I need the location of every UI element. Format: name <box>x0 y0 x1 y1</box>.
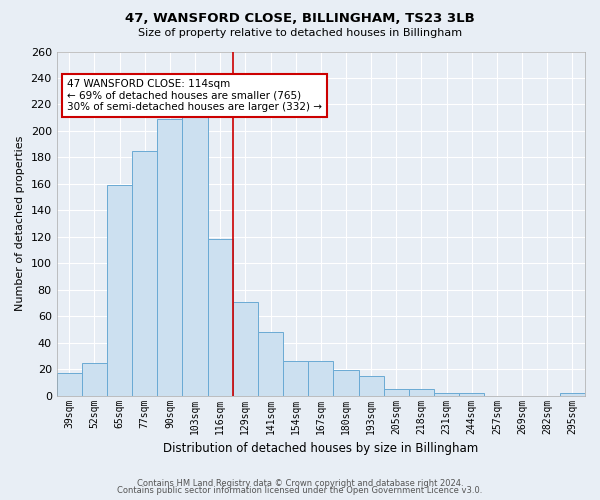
Bar <box>409 389 434 396</box>
Text: Size of property relative to detached houses in Billingham: Size of property relative to detached ho… <box>138 28 462 38</box>
Bar <box>56 373 82 396</box>
Bar <box>157 119 182 396</box>
Text: Contains HM Land Registry data © Crown copyright and database right 2024.: Contains HM Land Registry data © Crown c… <box>137 478 463 488</box>
Bar <box>132 151 157 396</box>
Bar <box>334 370 359 396</box>
Bar <box>233 302 258 396</box>
Bar <box>434 393 459 396</box>
Bar <box>182 111 208 396</box>
Bar <box>308 361 334 396</box>
Text: Contains public sector information licensed under the Open Government Licence v3: Contains public sector information licen… <box>118 486 482 495</box>
Text: 47, WANSFORD CLOSE, BILLINGHAM, TS23 3LB: 47, WANSFORD CLOSE, BILLINGHAM, TS23 3LB <box>125 12 475 26</box>
Bar <box>283 361 308 396</box>
Bar <box>107 185 132 396</box>
Bar <box>359 376 384 396</box>
Text: 47 WANSFORD CLOSE: 114sqm
← 69% of detached houses are smaller (765)
30% of semi: 47 WANSFORD CLOSE: 114sqm ← 69% of detac… <box>67 79 322 112</box>
Bar <box>82 362 107 396</box>
X-axis label: Distribution of detached houses by size in Billingham: Distribution of detached houses by size … <box>163 442 478 455</box>
Bar <box>384 389 409 396</box>
Bar <box>459 393 484 396</box>
Bar <box>258 332 283 396</box>
Y-axis label: Number of detached properties: Number of detached properties <box>15 136 25 312</box>
Bar <box>208 240 233 396</box>
Bar <box>560 393 585 396</box>
